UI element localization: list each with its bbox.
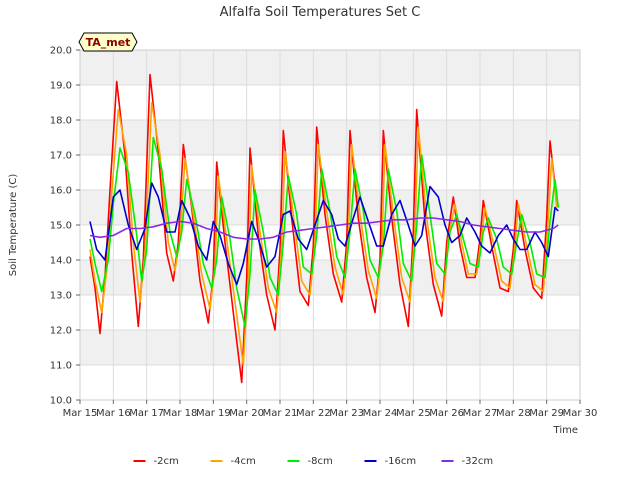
legend-label: -32cm <box>462 456 494 467</box>
x-tick-label: Mar 17 <box>129 408 164 419</box>
ta-met-badge: TA_met <box>78 32 138 52</box>
x-tick-label: Mar 29 <box>529 408 564 419</box>
y-tick-label: 14.0 <box>50 256 72 267</box>
legend-item: -16cm <box>364 456 417 467</box>
x-tick-label: Mar 18 <box>163 408 198 419</box>
background-bands <box>80 50 580 365</box>
y-tick-label: 19.0 <box>50 81 72 92</box>
legend-label: -2cm <box>154 456 179 467</box>
x-axis-title: Time <box>553 425 578 436</box>
x-tick-label: Mar 15 <box>63 408 98 419</box>
y-tick-label: 15.0 <box>50 221 72 232</box>
x-tick-label: Mar 27 <box>463 408 498 419</box>
background-band <box>80 260 580 295</box>
legend-item: -4cm <box>210 456 256 467</box>
y-tick-label: 12.0 <box>50 326 72 337</box>
background-band <box>80 330 580 365</box>
y-axis-ticks: 10.0 11.0 12.0 13.0 14.0 15.0 16.0 17.0 18.0 19.0… <box>50 46 80 407</box>
legend: -2cm -4cm -8cm -16cm -32cm <box>133 456 494 467</box>
y-tick-label: 11.0 <box>50 361 72 372</box>
x-tick-label: Mar 21 <box>263 408 298 419</box>
x-tick-label: Mar 25 <box>396 408 431 419</box>
badge-background <box>78 32 138 52</box>
y-tick-label: 18.0 <box>50 116 72 127</box>
legend-label: -16cm <box>385 456 417 467</box>
x-tick-label: Mar 28 <box>496 408 531 419</box>
chart-title: Alfalfa Soil Temperatures Set C <box>220 5 421 20</box>
legend-item: -8cm <box>287 456 333 467</box>
background-band <box>80 120 580 155</box>
series-line-16cmcm <box>89 182 559 286</box>
series-layer <box>89 73 560 384</box>
series-line-8cmcm <box>89 136 560 328</box>
y-tick-label: 13.0 <box>50 291 72 302</box>
y-tick-label: 16.0 <box>50 186 72 197</box>
x-tick-label: Mar 19 <box>196 408 231 419</box>
y-tick-label: 20.0 <box>50 46 72 57</box>
legend-item: -2cm <box>133 456 179 467</box>
x-tick-label: Mar 23 <box>329 408 364 419</box>
x-tick-label: Mar 20 <box>229 408 264 419</box>
legend-item: -32cm <box>441 456 494 467</box>
legend-label: -8cm <box>308 456 333 467</box>
x-tick-label: Mar 30 <box>563 408 598 419</box>
x-tick-label: Mar 16 <box>96 408 131 419</box>
series-line-4cmcm <box>89 101 558 366</box>
x-tick-label: Mar 26 <box>429 408 464 419</box>
background-band <box>80 50 580 85</box>
series-line-32cmcm <box>89 217 559 240</box>
y-axis-title: Soil Temperature (C) <box>8 174 19 277</box>
y-tick-label: 10.0 <box>50 396 72 407</box>
badge-label: TA_met <box>86 36 131 49</box>
x-tick-label: Mar 24 <box>363 408 398 419</box>
y-tick-label: 17.0 <box>50 151 72 162</box>
legend-label: -4cm <box>231 456 256 467</box>
x-tick-label: Mar 22 <box>296 408 331 419</box>
